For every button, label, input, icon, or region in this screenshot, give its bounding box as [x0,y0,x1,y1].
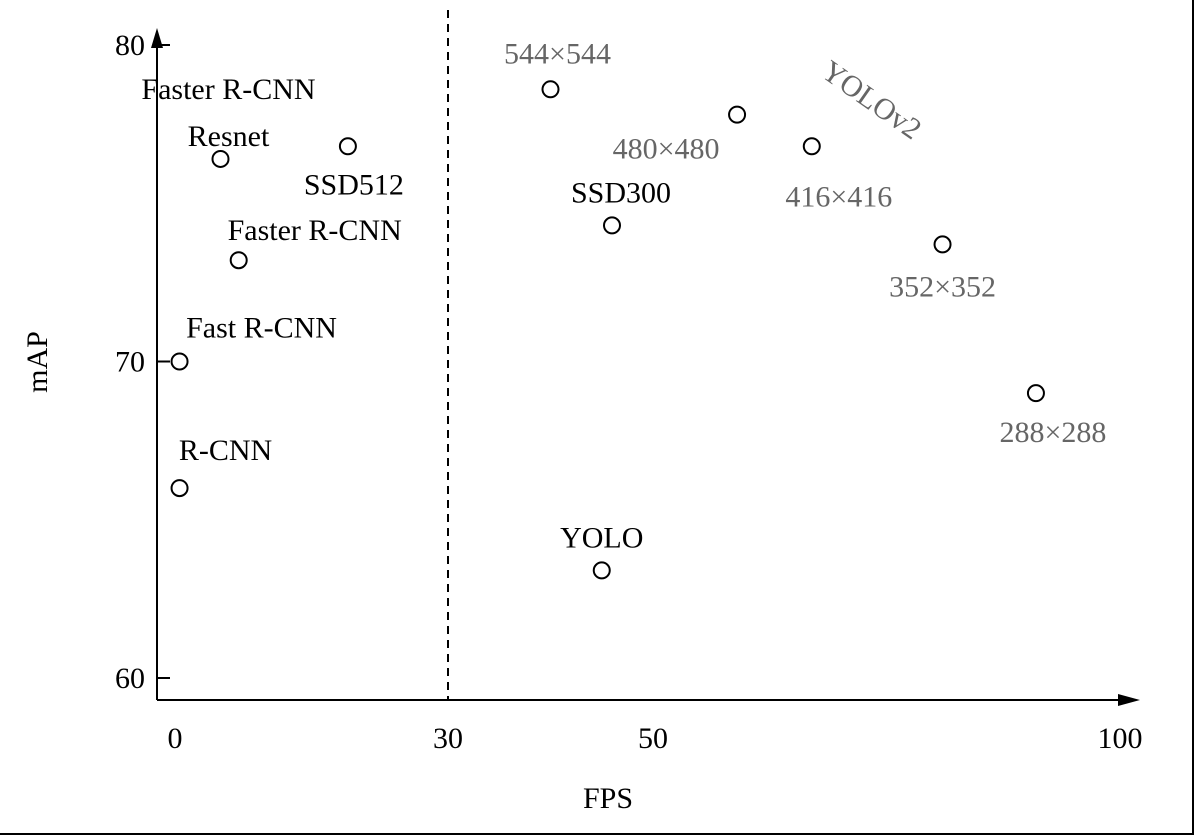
x-axis-arrow [1118,694,1140,706]
data-point [728,105,747,124]
data-label: R-CNN [179,434,272,467]
data-point [603,216,621,235]
x-tick-label: 50 [638,722,668,755]
y-axis-label: mAP [21,331,54,393]
y-tick-label: 80 [115,29,145,62]
y-tick-label: 70 [115,346,145,379]
x-tick-label: 30 [433,722,463,755]
data-label-secondary: Resnet [188,120,270,153]
data-label: 352×352 [889,270,996,303]
data-point [592,561,611,580]
data-label: 544×544 [504,37,611,70]
y-tick-label: 60 [115,662,145,695]
data-point [1026,384,1045,403]
data-label: Faster R-CNN [228,214,402,247]
data-point [229,251,248,270]
x-tick-label: 0 [168,722,183,755]
data-label: 480×480 [613,133,720,166]
data-point [211,149,230,168]
data-label: Faster R-CNN [141,73,315,106]
data-point [933,235,952,254]
data-point [170,352,189,371]
data-label: 288×288 [999,416,1106,449]
x-tick-label: 100 [1098,722,1143,755]
data-label: SSD512 [304,168,404,201]
data-point [170,479,189,498]
data-label: YOLO [560,521,643,554]
data-label: 416×416 [785,180,892,213]
data-point [541,80,560,99]
data-label: Fast R-CNN [186,312,337,345]
data-point [802,137,821,156]
data-label: SSD300 [571,176,671,209]
y-axis-arrow [151,28,163,48]
x-axis-label: FPS [583,782,633,815]
data-point [338,137,357,156]
